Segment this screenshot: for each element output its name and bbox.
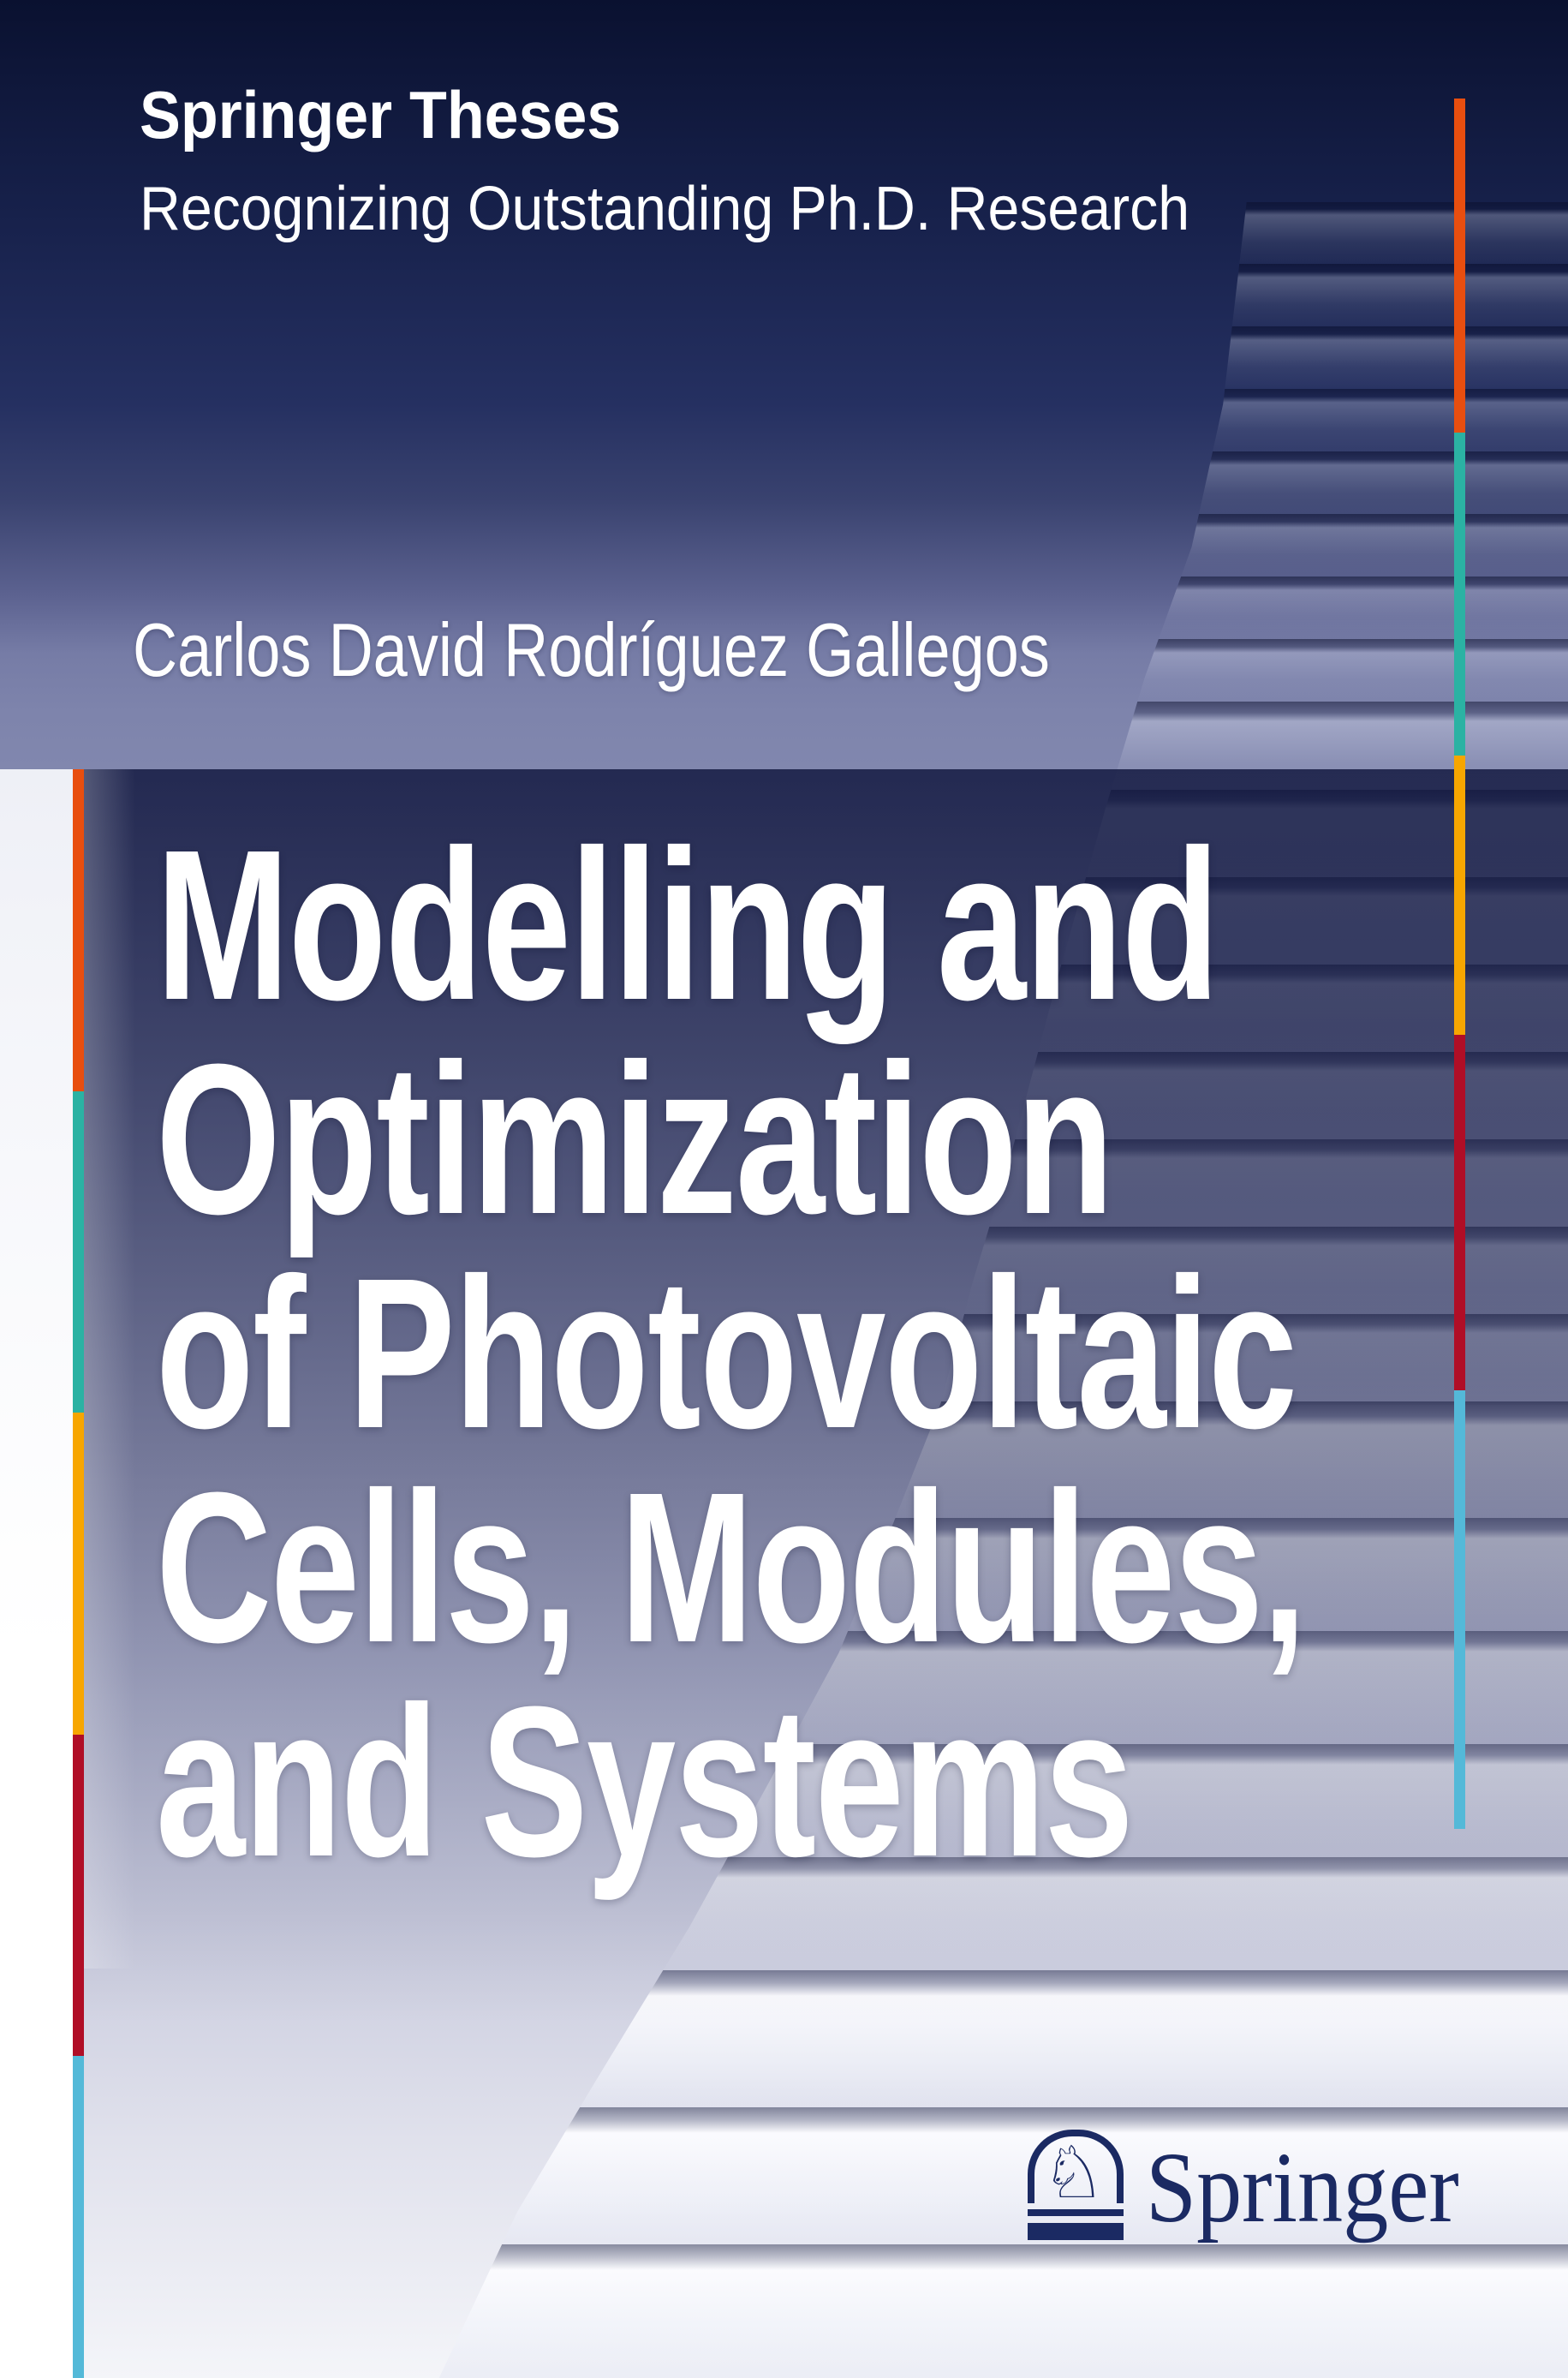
springer-horse-icon: ♘ — [1028, 2130, 1124, 2240]
title-line: Cells, Modules, — [156, 1448, 1307, 1687]
book-title: Modelling and Optimization of Photovolta… — [156, 805, 1307, 1901]
springer-wordmark: Springer — [1146, 2131, 1459, 2244]
accent-segment-cyan — [1454, 1390, 1465, 1829]
title-line: of Photovoltaic — [156, 1234, 1297, 1473]
accent-segment-orange — [73, 769, 84, 1091]
accent-segment-orange — [1454, 99, 1465, 433]
accent-segment-cyan — [73, 2056, 84, 2378]
accent-segment-yellow — [1454, 756, 1465, 1035]
left-margin — [0, 769, 73, 2378]
accent-segment-teal — [73, 1090, 84, 1413]
series-name: Springer Theses — [140, 77, 622, 152]
right-accent-bar — [1454, 99, 1465, 1829]
logo-bar-thin — [1028, 2209, 1124, 2216]
accent-segment-yellow — [73, 1413, 84, 1735]
accent-segment-red — [73, 1734, 84, 2057]
logo-bar-thick — [1028, 2223, 1124, 2240]
accent-segment-teal — [1454, 433, 1465, 756]
title-line: and Systems — [156, 1662, 1134, 1901]
accent-segment-red — [1454, 1035, 1465, 1390]
panel-edge-glow — [84, 769, 135, 1969]
author-name: Carlos David Rodríguez Gallegos — [133, 607, 1050, 692]
title-panel-overlay — [84, 769, 1568, 2378]
knight-horse-glyph: ♘ — [1041, 2130, 1106, 2214]
title-line: Modelling and — [156, 805, 1219, 1044]
title-line: Optimization — [156, 1019, 1114, 1258]
horse-arch-shape: ♘ — [1028, 2130, 1124, 2208]
left-accent-bar — [73, 769, 84, 2378]
springer-logo: ♘ Springer — [1028, 2130, 1493, 2240]
series-tagline: Recognizing Outstanding Ph.D. Research — [140, 175, 1190, 243]
